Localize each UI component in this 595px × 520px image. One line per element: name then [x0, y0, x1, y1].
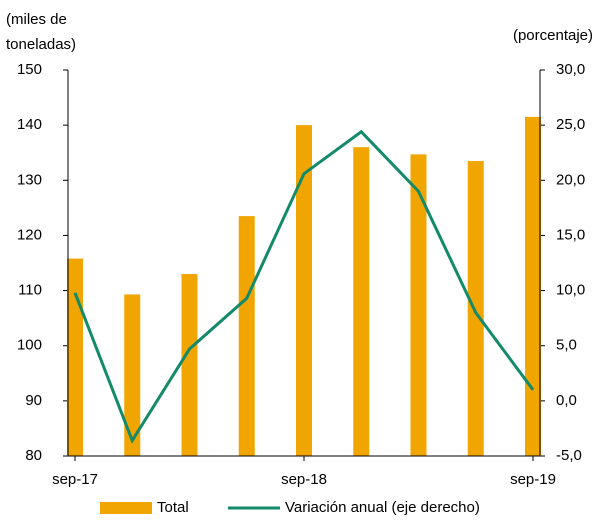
- y-tick-label: 110: [18, 282, 42, 299]
- bar: [467, 160, 484, 456]
- y2-tick-label: 0,0: [556, 392, 577, 409]
- y2-tick-label: -5,0: [556, 447, 582, 464]
- bar: [353, 147, 370, 456]
- y-axis-label: (miles de: [6, 11, 67, 28]
- y-tick-label: 150: [17, 61, 42, 78]
- y2-tick-label: 10,0: [556, 282, 585, 299]
- legend-label: Variación anual (eje derecho): [285, 499, 480, 516]
- x-tick-label: sep-19: [510, 471, 556, 488]
- y2-tick-label: 20,0: [556, 171, 585, 188]
- y-tick-label: 90: [25, 392, 42, 409]
- bar: [124, 294, 141, 456]
- y-tick-label: 100: [17, 337, 42, 354]
- y-tick-label: 80: [25, 447, 42, 464]
- bar: [181, 274, 198, 456]
- x-tick-label: sep-17: [52, 471, 98, 488]
- legend-label: Total: [157, 499, 189, 516]
- bar: [296, 125, 312, 457]
- y-tick-label: 130: [17, 171, 42, 188]
- y2-tick-label: 5,0: [556, 337, 577, 354]
- y2-tick-label: 15,0: [556, 226, 585, 243]
- x-tick-label: sep-18: [281, 471, 327, 488]
- bar: [525, 116, 541, 456]
- bar: [238, 216, 255, 456]
- bar: [67, 258, 83, 456]
- y-axis-label: toneladas): [6, 36, 76, 53]
- line: [73, 129, 535, 444]
- y2-axis-label: (porcentaje): [513, 27, 593, 44]
- y-tick-label: 120: [17, 226, 42, 243]
- y2-tick-label: 25,0: [556, 116, 585, 133]
- legend-swatch: [100, 502, 152, 514]
- y2-tick-label: 30,0: [556, 61, 585, 78]
- y-tick-label: 140: [17, 116, 42, 133]
- bar: [410, 154, 427, 456]
